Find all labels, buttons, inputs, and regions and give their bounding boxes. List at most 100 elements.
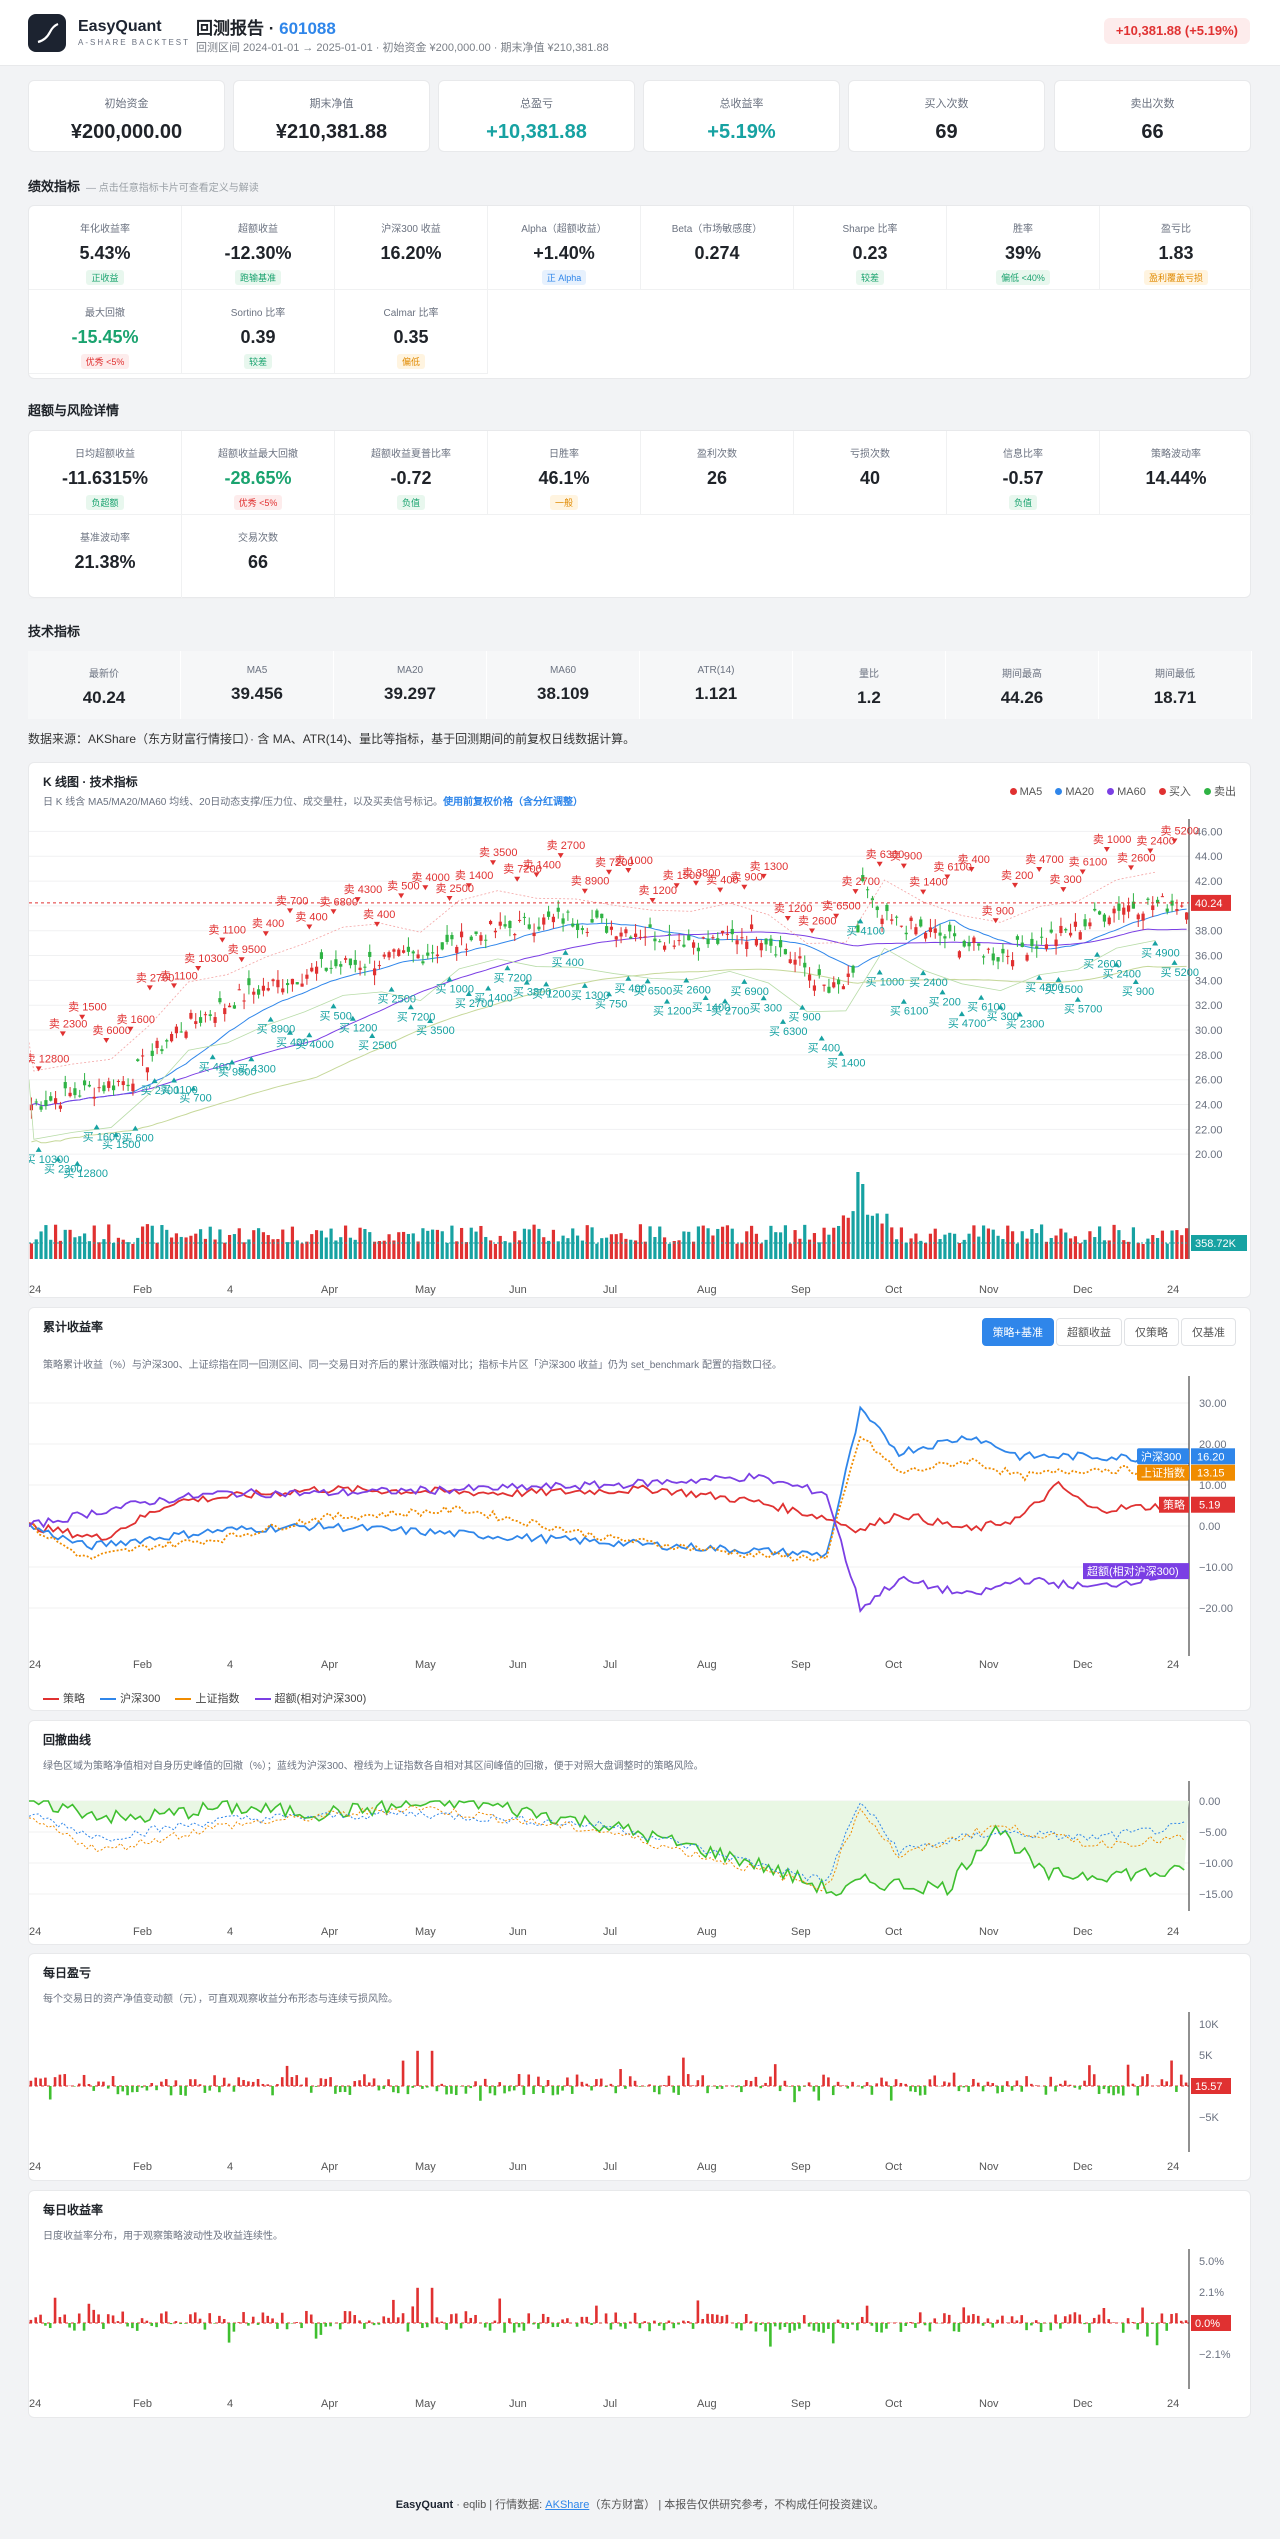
kpi-value: +5.19%	[707, 121, 776, 143]
last-value-badge	[1191, 2078, 1231, 2094]
candle	[155, 1040, 159, 1049]
daily-bar	[556, 2323, 560, 2327]
daily-bar	[116, 2321, 120, 2323]
legend-hs300[interactable]: 沪深300	[100, 1693, 160, 1705]
legend-sz[interactable]: 上证指数	[175, 1693, 239, 1705]
daily-bar	[1117, 2086, 1120, 2094]
volume-bar	[121, 1239, 125, 1259]
x-tick-label: Jul	[603, 2161, 617, 2173]
candle	[285, 983, 290, 986]
daily-bar	[498, 2082, 502, 2086]
candle	[372, 968, 377, 976]
metric-card[interactable]: 盈亏比 1.83 盈利覆盖亏损	[1100, 206, 1253, 290]
x-tick-label: 4	[227, 1926, 233, 1938]
sell-signal-arrow	[306, 924, 313, 930]
metric-card[interactable]: Calmar 比率 0.35 偏低	[335, 290, 488, 374]
metric-card[interactable]: 日胜率 46.1% 一般	[488, 431, 641, 515]
candle	[290, 978, 295, 985]
app-header: EasyQuant A-SHARE BACKTEST 回测报告 · 601088…	[0, 0, 1280, 66]
metric-card[interactable]: 胜率 39% 偏低 <40%	[947, 206, 1100, 290]
adjust-price-link[interactable]: 使用前复权价格（含分红调整）	[443, 797, 584, 808]
cum-legend: 策略 沪深300 上证指数 超额(相对沪深300)	[43, 1690, 366, 1706]
metric-card[interactable]: 亏损次数 40	[794, 431, 947, 515]
volume-bar	[575, 1235, 580, 1259]
legend-buy[interactable]: 买入	[1158, 786, 1191, 798]
daily-bar	[725, 2314, 729, 2323]
buy-signal-label: 买 4300	[237, 1062, 276, 1075]
metric-label: Beta（市场敏感度）	[671, 224, 763, 235]
volume-bar	[571, 1228, 575, 1259]
candle	[1126, 905, 1131, 912]
metric-card[interactable]: 策略波动率 14.44%	[1100, 431, 1253, 515]
volume-bar	[1030, 1229, 1034, 1259]
metric-card[interactable]: Sortino 比率 0.39 较差	[182, 290, 335, 374]
daily-bar	[991, 2323, 995, 2328]
candle	[1030, 938, 1034, 947]
daily-bar	[976, 2082, 980, 2086]
btn-benchmark-only[interactable]: 仅基准	[1181, 1318, 1236, 1346]
legend-sell[interactable]: 卖出	[1204, 786, 1236, 798]
legend-ma5[interactable]: MA5	[1009, 786, 1042, 798]
drawdown-chart[interactable]: 0.00 −5.00 −10.00 −15.00 24 Feb 4 Apr May Jun Jul A…	[29, 1781, 1251, 1941]
cum-return-chart[interactable]: 30.00 20.00 10.00 0.00 −10.00 −20.00 沪深300 16.2…	[29, 1376, 1251, 1676]
legend-ma60[interactable]: MA60	[1107, 786, 1146, 798]
kline-chart[interactable]: 46.0044.0042.0040.0038.0036.0034.0032.00…	[29, 819, 1251, 1298]
daily-bar	[77, 2083, 81, 2086]
daily-bar	[469, 2086, 473, 2089]
metric-card[interactable]: Beta（市场敏感度） 0.274	[641, 206, 794, 290]
daily-bar	[459, 2086, 463, 2087]
akshare-link[interactable]: AKShare	[545, 2499, 590, 2511]
metric-card[interactable]: 盈利次数 26	[641, 431, 794, 515]
btn-strategy-only[interactable]: 仅策略	[1124, 1318, 1179, 1346]
candle	[836, 979, 841, 985]
metric-card[interactable]: 最大回撤 -15.45% 优秀 <5%	[29, 290, 182, 374]
metric-card[interactable]: 基准波动率 21.38%	[29, 515, 182, 599]
sell-signal-arrow	[968, 866, 975, 872]
sell-signal-arrow	[330, 909, 337, 915]
kpi-label: 买入次数	[924, 98, 969, 110]
perf-hint: — 点击任意指标卡片可查看定义与解读	[86, 183, 259, 194]
daily-bar	[778, 2086, 782, 2092]
buy-signal-label: 买 6500	[634, 984, 673, 997]
metric-card[interactable]: 超额收益最大回撤 -28.65% 优秀 <5%	[182, 431, 335, 515]
metric-value: 21.38%	[74, 552, 136, 572]
metric-card[interactable]: 超额收益夏普比率 -0.72 负值	[335, 431, 488, 515]
legend-excess[interactable]: 超额(相对沪深300)	[254, 1693, 366, 1705]
daily-bar	[1097, 2086, 1101, 2094]
buy-signal-arrow	[427, 1017, 434, 1023]
daily-bar	[657, 2086, 661, 2095]
sell-signal-arrow	[944, 874, 951, 880]
candle	[276, 979, 280, 988]
daily-bar	[1025, 2076, 1028, 2086]
daily-bar	[923, 2086, 927, 2095]
metric-card[interactable]: Sharpe 比率 0.23 较差	[794, 206, 947, 290]
legend-ma20[interactable]: MA20	[1055, 786, 1094, 798]
metric-card[interactable]: 信息比率 -0.57 负值	[947, 431, 1100, 515]
btn-strategy-benchmark[interactable]: 策略+基准	[981, 1318, 1054, 1346]
metric-card[interactable]: 沪深300 收益 16.20%	[335, 206, 488, 290]
daily-pnl-chart[interactable]: 10K 5K −5K 15.57 24 Feb 4 Apr May Jun Jul Aug Sep Oct…	[29, 2012, 1251, 2180]
daily-bar	[1049, 2323, 1053, 2331]
btn-excess[interactable]: 超额收益	[1056, 1318, 1122, 1346]
x-tick-label: Feb	[133, 1926, 152, 1938]
candle	[68, 1092, 72, 1097]
daily-bar	[662, 2085, 666, 2086]
volume-bar	[435, 1229, 440, 1259]
metric-card[interactable]: 日均超额收益 -11.6315% 负超额	[29, 431, 182, 515]
buy-signal-arrow	[939, 989, 946, 995]
volume-bar	[1049, 1237, 1053, 1259]
daily-bar	[280, 2077, 284, 2086]
candle	[1006, 955, 1010, 957]
legend-strategy[interactable]: 策略	[43, 1693, 85, 1705]
metric-card[interactable]: 年化收益率 5.43% 正收益	[29, 206, 182, 290]
sell-signal-arrow	[673, 883, 680, 889]
metric-card[interactable]: Alpha（超额收益） +1.40% 正 Alpha	[488, 206, 641, 290]
volume-bar	[778, 1232, 783, 1259]
daily-return-chart[interactable]: 5.0% 2.1% −2.1% 0.0% 24 Feb 4 Apr May Jun Jul Aug Se…	[29, 2249, 1251, 2417]
daily-bar	[131, 2323, 134, 2329]
daily-bar	[140, 2318, 144, 2323]
sell-signal-arrow	[741, 884, 748, 890]
hs300-end-label: 沪深300	[1141, 1449, 1181, 1463]
metric-card[interactable]: 交易次数 66	[182, 515, 335, 599]
metric-card[interactable]: 超额收益 -12.30% 跑输基准	[182, 206, 335, 290]
